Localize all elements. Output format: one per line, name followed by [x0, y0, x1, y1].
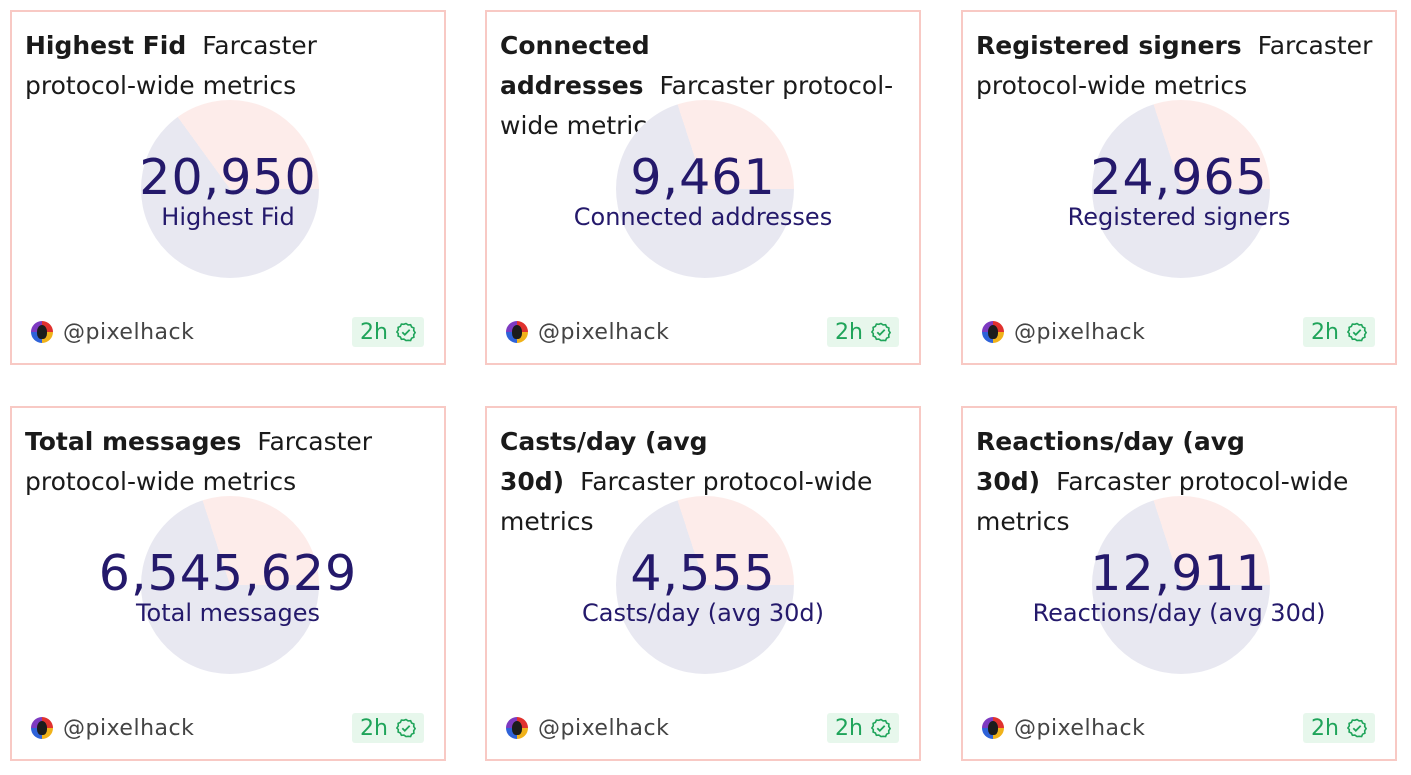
metric-value: 20,950 — [139, 149, 317, 206]
card-description: Farcaster protocol-wide metrics — [976, 31, 1373, 100]
metric-label: Highest Fid — [161, 203, 295, 231]
freshness-age: 2h — [835, 319, 863, 345]
pie-chart — [141, 496, 319, 674]
metric-label: Connected addresses — [573, 203, 833, 231]
card-title: Reactions/day (avg 30d) Farcaster protoco… — [976, 422, 1384, 542]
metric-card-registered-signers[interactable]: Registered signers Farcaster protocol-wid… — [961, 10, 1397, 365]
card-description: Farcaster protocol-wide metrics — [25, 31, 317, 100]
pie-chart — [616, 496, 794, 674]
metric-card-total-messages[interactable]: Total messages Farcaster protocol-wide me… — [10, 406, 446, 761]
freshness-badge[interactable]: 2h — [1303, 317, 1375, 347]
metric-label: Registered signers — [1067, 203, 1291, 231]
avatar — [982, 717, 1004, 739]
author-link[interactable]: @pixelhack — [31, 713, 194, 743]
metric-label: Casts/day (avg 30d) — [581, 599, 824, 627]
card-title-name: Connected addresses — [500, 31, 650, 100]
avatar — [506, 717, 528, 739]
author-link[interactable]: @pixelhack — [982, 713, 1145, 743]
freshness-badge[interactable]: 2h — [1303, 713, 1375, 743]
freshness-age: 2h — [360, 319, 388, 345]
card-title-name: Highest Fid — [25, 31, 187, 60]
metric-value: 4,555 — [630, 545, 776, 602]
card-description: Farcaster protocol-wide metrics — [25, 427, 373, 496]
author-username: @pixelhack — [538, 715, 670, 741]
author-link[interactable]: @pixelhack — [506, 713, 669, 743]
card-title-name: Casts/day (avg 30d) — [500, 427, 708, 496]
verified-check-icon — [396, 322, 416, 342]
metric-value: 9,461 — [630, 149, 776, 206]
author-username: @pixelhack — [63, 319, 195, 345]
card-description: Farcaster protocol-wide metrics — [976, 467, 1349, 536]
metric-label: Total messages — [135, 599, 321, 627]
metric-card-reactions-per-day[interactable]: Reactions/day (avg 30d) Farcaster protoco… — [961, 406, 1397, 761]
verified-check-icon — [1347, 718, 1367, 738]
avatar — [31, 321, 53, 343]
verified-check-icon — [396, 718, 416, 738]
metric-value: 24,965 — [1090, 149, 1268, 206]
card-description: Farcaster protocol-wide metrics — [500, 467, 873, 536]
card-title-name: Reactions/day (avg 30d) — [976, 427, 1245, 496]
metric-value: 6,545,629 — [98, 545, 358, 602]
card-title: Registered signers Farcaster protocol-wid… — [976, 26, 1384, 106]
metric-value: 12,911 — [1090, 545, 1268, 602]
card-title: Casts/day (avg 30d) Farcaster protocol-wi… — [500, 422, 908, 542]
card-title: Connected addresses Farcaster protocol-wi… — [500, 26, 908, 146]
metric-card-highest-fid[interactable]: Highest Fid Farcaster protocol-wide metri… — [10, 10, 446, 365]
verified-check-icon — [871, 322, 891, 342]
author-username: @pixelhack — [538, 319, 670, 345]
metric-card-connected-addresses[interactable]: Connected addresses Farcaster protocol-wi… — [485, 10, 921, 365]
freshness-badge[interactable]: 2h — [827, 317, 899, 347]
card-title-name: Registered signers — [976, 31, 1242, 60]
card-title-name: Total messages — [25, 427, 242, 456]
verified-check-icon — [1347, 322, 1367, 342]
author-link[interactable]: @pixelhack — [506, 317, 669, 347]
metric-label: Reactions/day (avg 30d) — [1032, 599, 1326, 627]
freshness-badge[interactable]: 2h — [827, 713, 899, 743]
freshness-badge[interactable]: 2h — [352, 317, 424, 347]
freshness-age: 2h — [360, 715, 388, 741]
pie-chart — [141, 100, 319, 278]
pie-chart — [616, 100, 794, 278]
freshness-age: 2h — [835, 715, 863, 741]
card-title: Total messages Farcaster protocol-wide me… — [25, 422, 433, 502]
metric-card-casts-per-day[interactable]: Casts/day (avg 30d) Farcaster protocol-wi… — [485, 406, 921, 761]
author-username: @pixelhack — [1014, 715, 1146, 741]
verified-check-icon — [871, 718, 891, 738]
author-link[interactable]: @pixelhack — [982, 317, 1145, 347]
freshness-age: 2h — [1311, 715, 1339, 741]
pie-chart — [1092, 100, 1270, 278]
author-username: @pixelhack — [1014, 319, 1146, 345]
avatar — [506, 321, 528, 343]
card-title: Highest Fid Farcaster protocol-wide metri… — [25, 26, 433, 106]
freshness-age: 2h — [1311, 319, 1339, 345]
card-description: Farcaster protocol-wide metrics — [500, 71, 894, 140]
pie-chart — [1092, 496, 1270, 674]
author-link[interactable]: @pixelhack — [31, 317, 194, 347]
author-username: @pixelhack — [63, 715, 195, 741]
avatar — [31, 717, 53, 739]
avatar — [982, 321, 1004, 343]
freshness-badge[interactable]: 2h — [352, 713, 424, 743]
